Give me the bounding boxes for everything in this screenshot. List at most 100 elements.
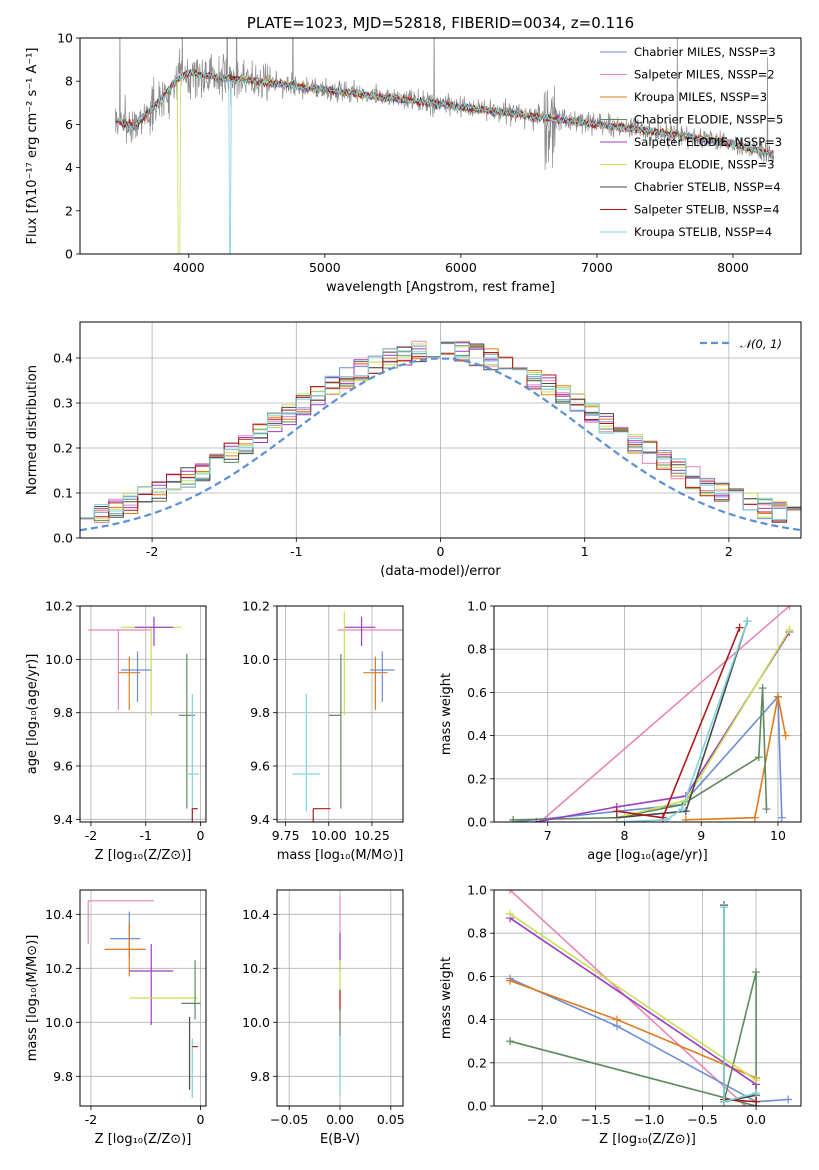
spectrum-ytick-label-5: 10 [57, 31, 73, 46]
residuals-ytick-label-1: 0.1 [53, 486, 73, 501]
residuals-ytick-label-0: 0.0 [53, 531, 73, 546]
age_vs_Z-ytick-label-4: 10.2 [45, 599, 73, 614]
age_vs_Z-ytick-label-1: 9.6 [53, 759, 73, 774]
weight_vs_age-marker-8-3 [743, 617, 752, 626]
weight_vs_age-marker-3-3 [754, 753, 763, 762]
mass_vs_ebv-ytick-label-2: 10.2 [242, 961, 270, 976]
age_vs_Z-frame [79, 605, 207, 823]
mass_vs_Z-ytick-label-2: 10.2 [45, 961, 73, 976]
age_vs_Z-xtick-label-0: -2 [85, 828, 97, 843]
age_vs_Z-xtick-label-2: 0 [197, 828, 205, 843]
residuals-ytick-label-3: 0.3 [53, 396, 73, 411]
weight_vs_Z-ytick-label-0: 0.0 [467, 1099, 487, 1114]
age_vs_Z-ylabel: age [log₁₀(age/yr)] [25, 654, 40, 775]
spectrum-legend-label-6: Chabrier STELIB, NSSP=4 [634, 180, 781, 194]
residuals-ylabel: Normed distribution [25, 365, 40, 495]
age_vs_Z-xlabel: Z [log₁₀(Z/Z⊙)] [95, 848, 192, 863]
mass_vs_Z-xtick-label-1: 0 [197, 1112, 205, 1127]
weight_vs_Z-ytick-label-1: 0.2 [467, 1055, 487, 1070]
spectrum-title: PLATE=1023, MJD=52818, FIBERID=0034, z=0… [247, 14, 634, 32]
mass_vs_Z-frame [79, 889, 207, 1107]
residuals-ytick-label-2: 0.2 [53, 441, 73, 456]
spectrum-legend-label-3: Chabrier ELODIE, NSSP=5 [634, 113, 783, 127]
age_vs_mass-ytick-label-4: 10.2 [242, 599, 270, 614]
weight_vs_age-marker-8-0 [612, 818, 621, 822]
residuals-series [80, 340, 801, 532]
weight_vs_age-marker-8-2 [678, 805, 687, 814]
spectrum-xtick-label-2: 6000 [445, 260, 477, 275]
spectrum-legend-label-4: Salpeter ELODIE, NSSP=3 [634, 135, 782, 149]
weight_vs_age-line-2 [685, 696, 787, 821]
weight_vs_Z-xtick-label-4: 0.0 [746, 1112, 766, 1127]
weight_vs_age-marker-7-0 [612, 807, 621, 816]
weight_vs_age-line-1 [513, 694, 783, 822]
weight_vs_Z-ylabel: mass weight [439, 957, 454, 1039]
spectrum-ytick-label-2: 4 [65, 160, 73, 175]
residuals-xtick-label-1: -1 [290, 544, 302, 559]
mass_vs_Z-ytick-label-0: 9.8 [53, 1069, 73, 1084]
age_vs_Z-ytick-label-2: 9.8 [53, 705, 73, 720]
age_vs_Z-ytick-label-0: 9.4 [53, 812, 73, 827]
weight_vs_age-marker-2-0 [681, 815, 690, 822]
mass_vs_ebv-axes [273, 890, 403, 1110]
weight_vs_Z-line-8 [723, 907, 757, 1103]
residuals-xlabel: (data-model)/error [380, 564, 501, 579]
weight_vs_Z-line-3 [509, 971, 757, 1106]
weight_vs_Z-ytick-label-5: 1.0 [467, 883, 487, 898]
age_vs_mass-axes [273, 605, 403, 826]
weight_vs_age-xlabel: age [log₁₀(age/yr)] [587, 848, 708, 863]
weight_vs_age-ytick-label-1: 0.2 [467, 771, 487, 786]
mass_vs_ebv-frame [276, 889, 404, 1107]
weight_vs_age-xtick-label-1: 8 [620, 828, 628, 843]
weight_vs_Z-marker-7-1 [752, 1097, 761, 1106]
age_vs_mass-xtick-label-1: 10.00 [311, 828, 347, 843]
mass_vs_ebv-ytick-label-3: 10.4 [242, 907, 270, 922]
spectrum-series [115, 38, 775, 254]
weight_vs_Z-series [506, 890, 793, 1106]
weight_vs_age-axes [490, 605, 801, 826]
mass_vs_Z-series [87, 900, 201, 1098]
weight_vs_age-xtick-label-3: 10 [770, 828, 786, 843]
weight_vs_age-marker-8-1 [662, 815, 671, 822]
age_vs_mass-xtick-label-2: 10.25 [354, 828, 390, 843]
weight_vs_Z-ytick-label-4: 0.8 [467, 926, 487, 941]
weight_vs_Z-xtick-label-2: −1.0 [634, 1112, 664, 1127]
weight_vs_Z-marker-3-2 [752, 968, 761, 977]
spectrum-legend-label-0: Chabrier MILES, NSSP=3 [634, 45, 776, 59]
weight_vs_age-line-3 [513, 688, 768, 821]
residuals-axes [76, 322, 801, 542]
age_vs_mass-ytick-label-0: 9.4 [250, 812, 270, 827]
spectrum-legend-label-7: Salpeter STELIB, NSSP=4 [634, 203, 780, 217]
weight_vs_age-marker-2-3 [781, 731, 790, 740]
weight_vs_age-marker-2-1 [750, 813, 759, 822]
mass_vs_ebv-xtick-label-2: 0.05 [377, 1112, 405, 1127]
residuals-xtick-label-3: 1 [581, 544, 589, 559]
weight_vs_age-marker-1-3 [777, 813, 786, 822]
weight_vs_age-marker-0-1 [785, 606, 794, 610]
weight_vs_age-ylabel: mass weight [439, 673, 454, 755]
weight_vs_Z-xtick-label-0: −2.0 [527, 1112, 557, 1127]
weight_vs_Z-frame [493, 889, 802, 1107]
spectrum-axes [76, 37, 734, 258]
weight_vs_age-marker-3-4 [758, 684, 767, 693]
age_vs_mass-ytick-label-1: 9.6 [250, 759, 270, 774]
weight_vs_age-line-8 [616, 620, 749, 822]
spectrum-ytick-label-3: 6 [65, 117, 73, 132]
weight_vs_Z-xtick-label-1: −1.5 [580, 1112, 610, 1127]
residuals-xtick-label-4: 2 [725, 544, 733, 559]
residuals-xtick-label-2: 0 [437, 544, 445, 559]
mass_vs_Z-ylabel: mass [log₁₀(M/M⊙)] [25, 935, 40, 1062]
spectrum-legend-label-5: Kroupa ELODIE, NSSP=3 [634, 158, 775, 172]
residuals-hist-8 [80, 341, 801, 520]
weight_vs_Z-marker-8-2 [752, 1089, 761, 1098]
spectrum-xtick-label-3: 7000 [581, 260, 613, 275]
weight_vs_age-marker-2-2 [773, 692, 782, 701]
weight_vs_age-line-6 [616, 620, 749, 819]
spectrum-xtick-label-4: 8000 [717, 260, 749, 275]
spectrum-ylabel: Flux [fλ10⁻¹⁷ erg cm⁻² s⁻¹ A⁻¹] [25, 48, 40, 245]
age_vs_mass-xlabel: mass [log₁₀(M/M⊙)] [277, 848, 404, 863]
weight_vs_age-marker-6-1 [681, 807, 690, 816]
weight_vs_age-xtick-label-0: 7 [544, 828, 552, 843]
spectrum-xtick-label-0: 4000 [173, 260, 205, 275]
